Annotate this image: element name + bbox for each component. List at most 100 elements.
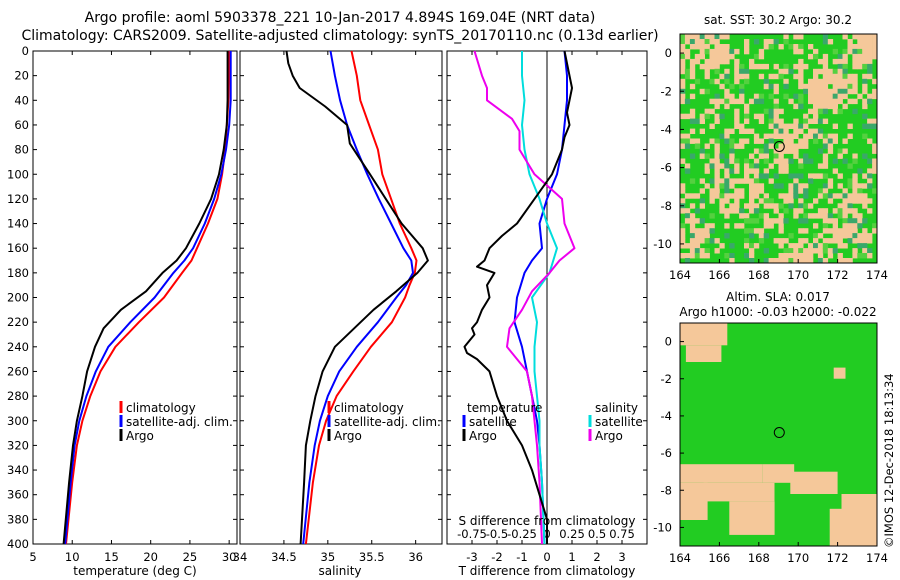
land-area [841,494,877,546]
map-cell [842,223,848,229]
map-cell [872,34,878,40]
map-cell [798,248,804,254]
map-cell [778,153,784,159]
map-cell [808,243,814,249]
map-cell [684,168,691,174]
map-cell [798,238,804,244]
map-cell [832,93,838,100]
map-cell [684,68,691,75]
y-tick-label: 20 [14,69,29,83]
map-cell [704,153,710,159]
map-cell [778,258,784,264]
map-cell [852,193,858,199]
map-cell [734,143,740,149]
x-tick-label: 3 [618,550,625,564]
map-cell [773,73,779,80]
map-cell [842,218,848,224]
map-cell [798,58,804,65]
map-cell [798,63,804,70]
map-cell [680,253,686,259]
map-cell [714,44,720,50]
x-tick-label: 5 [29,550,36,564]
map-cell [744,138,750,144]
map-cell [857,34,863,40]
y-tick-label: 100 [7,167,29,181]
map-cell [719,48,725,55]
map-cell [862,34,868,40]
map-cell [832,218,838,224]
map-cell [842,78,848,85]
map-cell [857,213,863,219]
map-cell [788,133,794,139]
map-cell [788,98,794,105]
map-cell [680,83,686,90]
map-cell [773,258,779,264]
map-cell [744,213,750,219]
map-cell [744,253,750,259]
map-cell [803,258,809,264]
map-cell [704,58,710,65]
map-cell [699,53,705,60]
map-cell [803,203,809,209]
map-cell [709,228,715,234]
lon-tick-label: 166 [708,551,730,565]
map-cell [734,58,740,65]
map-cell [813,118,819,124]
map-cell [832,208,838,214]
map-cell [832,233,838,239]
map-cell [817,78,824,85]
map-cell [857,188,863,194]
map-cell [862,253,868,259]
map-cell [857,93,863,100]
map-cell [842,243,848,249]
map-cell [724,53,730,60]
map-cell [778,123,784,129]
map-cell [813,243,819,249]
y-tick-label: 0 [22,44,29,58]
map-cell [793,248,799,254]
map-cell [827,148,834,154]
map-cell [724,183,730,189]
map-cell [739,98,745,105]
map-cell [714,63,720,70]
map-cell [837,98,843,105]
map-cell [793,143,799,149]
map-cell [719,44,725,50]
map-cell [803,193,809,199]
map-cell [857,243,863,249]
map-cell [773,39,779,45]
map-cell [724,163,730,169]
map-cell [852,188,858,194]
map-cell [778,213,784,219]
map-cell [803,123,809,129]
map-cell [734,158,740,164]
map-cell [842,93,848,100]
map-cell [867,98,873,105]
map-cell [704,183,710,189]
legend-label-climatology: climatology [334,401,404,415]
map-cell [753,183,760,189]
map-cell [778,158,784,164]
map-cell [684,48,691,55]
map-cell [753,138,760,144]
map-cell [744,163,750,169]
map-cell [778,44,784,50]
y-tick-label: 200 [7,291,29,305]
map-cell [753,148,760,154]
map-cell [680,223,686,229]
map-cell [832,73,838,80]
map-cell [684,39,691,45]
map-cell [709,98,715,105]
map-cell [813,133,819,139]
map-cell [822,223,829,229]
map-cell [808,158,814,164]
map-cell [753,163,760,169]
map-cell [734,223,740,229]
map-cell [719,178,725,184]
map-cell [734,118,740,124]
map-cell [837,183,843,189]
map-cell [857,238,863,244]
map-cell [709,178,715,184]
map-cell [714,238,720,244]
map-cell [817,108,824,115]
